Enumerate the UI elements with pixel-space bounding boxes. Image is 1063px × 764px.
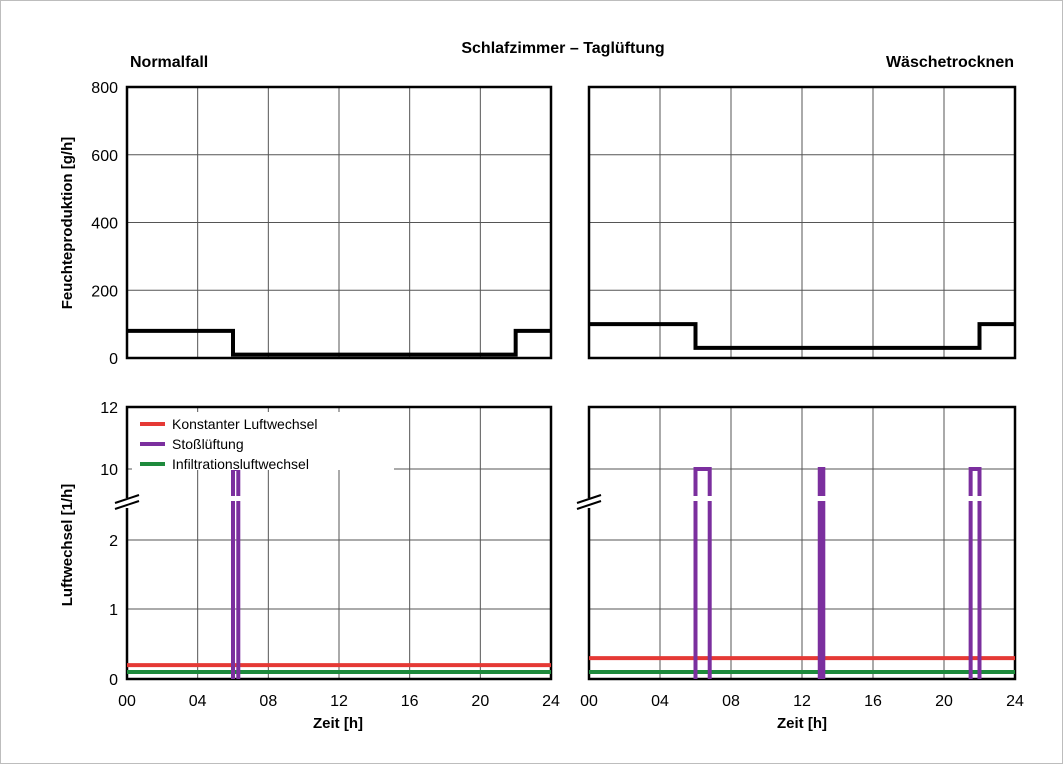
top-right-panel-frame <box>587 85 1017 360</box>
moisture-line-normalfall <box>127 328 551 357</box>
x-tick-label: 12 <box>793 693 811 710</box>
x-tick-label: 04 <box>651 693 669 710</box>
x-tick-label: 04 <box>189 693 207 710</box>
x-tick-label: 20 <box>935 693 953 710</box>
y-tick-label-bottom: 0 <box>109 672 118 689</box>
pulse-ventilation-left-break-gap <box>229 496 243 501</box>
y-tick-label-top: 400 <box>91 216 118 233</box>
axis-break-gap <box>121 498 133 508</box>
x-tick-label: 08 <box>722 693 740 710</box>
y-tick-label-bottom: 12 <box>100 400 118 417</box>
pulse-ventilation-right-2 <box>968 467 982 679</box>
y-tick-label-top: 200 <box>91 283 118 300</box>
legend-label: Konstanter Luftwechsel <box>172 416 318 432</box>
y-tick-label-bottom: 10 <box>100 462 118 479</box>
y-tick-label-bottom: 2 <box>109 533 118 550</box>
panel-title-left: Normalfall <box>130 54 208 71</box>
pulse-ventilation-right-0 <box>693 467 712 679</box>
bottom-right-panel-frame <box>587 405 1017 681</box>
pulse-ventilation-right-0-break-gap <box>691 496 714 501</box>
x-tick-label: 00 <box>118 693 136 710</box>
ylabel-top: Feuchteproduktion [g/h] <box>59 137 76 309</box>
x-tick-label: 12 <box>330 693 348 710</box>
axis-break-mark <box>114 500 140 510</box>
axis-break-mark <box>114 494 140 504</box>
ylabel-bottom: Luftwechsel [1/h] <box>59 484 76 607</box>
x-tick-label: 20 <box>471 693 489 710</box>
legend-label: Infiltrationsluftwechsel <box>172 456 309 472</box>
x-tick-label: 16 <box>864 693 882 710</box>
x-tick-label: 00 <box>580 693 598 710</box>
pulse-ventilation-right-1 <box>817 467 826 679</box>
panel-title-right: Wäschetrocknen <box>886 54 1014 71</box>
x-tick-label: 08 <box>259 693 277 710</box>
bottom-left-panel-frame <box>125 405 553 681</box>
xlabel-right: Zeit [h] <box>777 715 827 732</box>
y-tick-label-top: 800 <box>91 80 118 97</box>
pulse-ventilation-right-1-break-gap <box>815 496 828 501</box>
moisture-line-waeschetrocknen <box>589 322 1015 350</box>
y-tick-label-top: 600 <box>91 148 118 165</box>
x-tick-label: 24 <box>542 693 560 710</box>
legend-box <box>132 412 394 470</box>
x-tick-label: 16 <box>401 693 419 710</box>
pulse-ventilation-right-2-break-gap <box>966 496 984 501</box>
legend-label: Stoßlüftung <box>172 436 244 452</box>
axis-break-mark <box>576 500 602 510</box>
axis-break-mark <box>576 494 602 504</box>
x-tick-label: 24 <box>1006 693 1024 710</box>
xlabel-left: Zeit [h] <box>313 715 363 732</box>
top-left-panel-frame <box>125 85 553 360</box>
y-tick-label-top: 0 <box>109 351 118 368</box>
y-tick-label-bottom: 1 <box>109 602 118 619</box>
axis-break-gap <box>583 498 595 508</box>
chart-title: Schlafzimmer – Taglüftung <box>461 40 664 57</box>
